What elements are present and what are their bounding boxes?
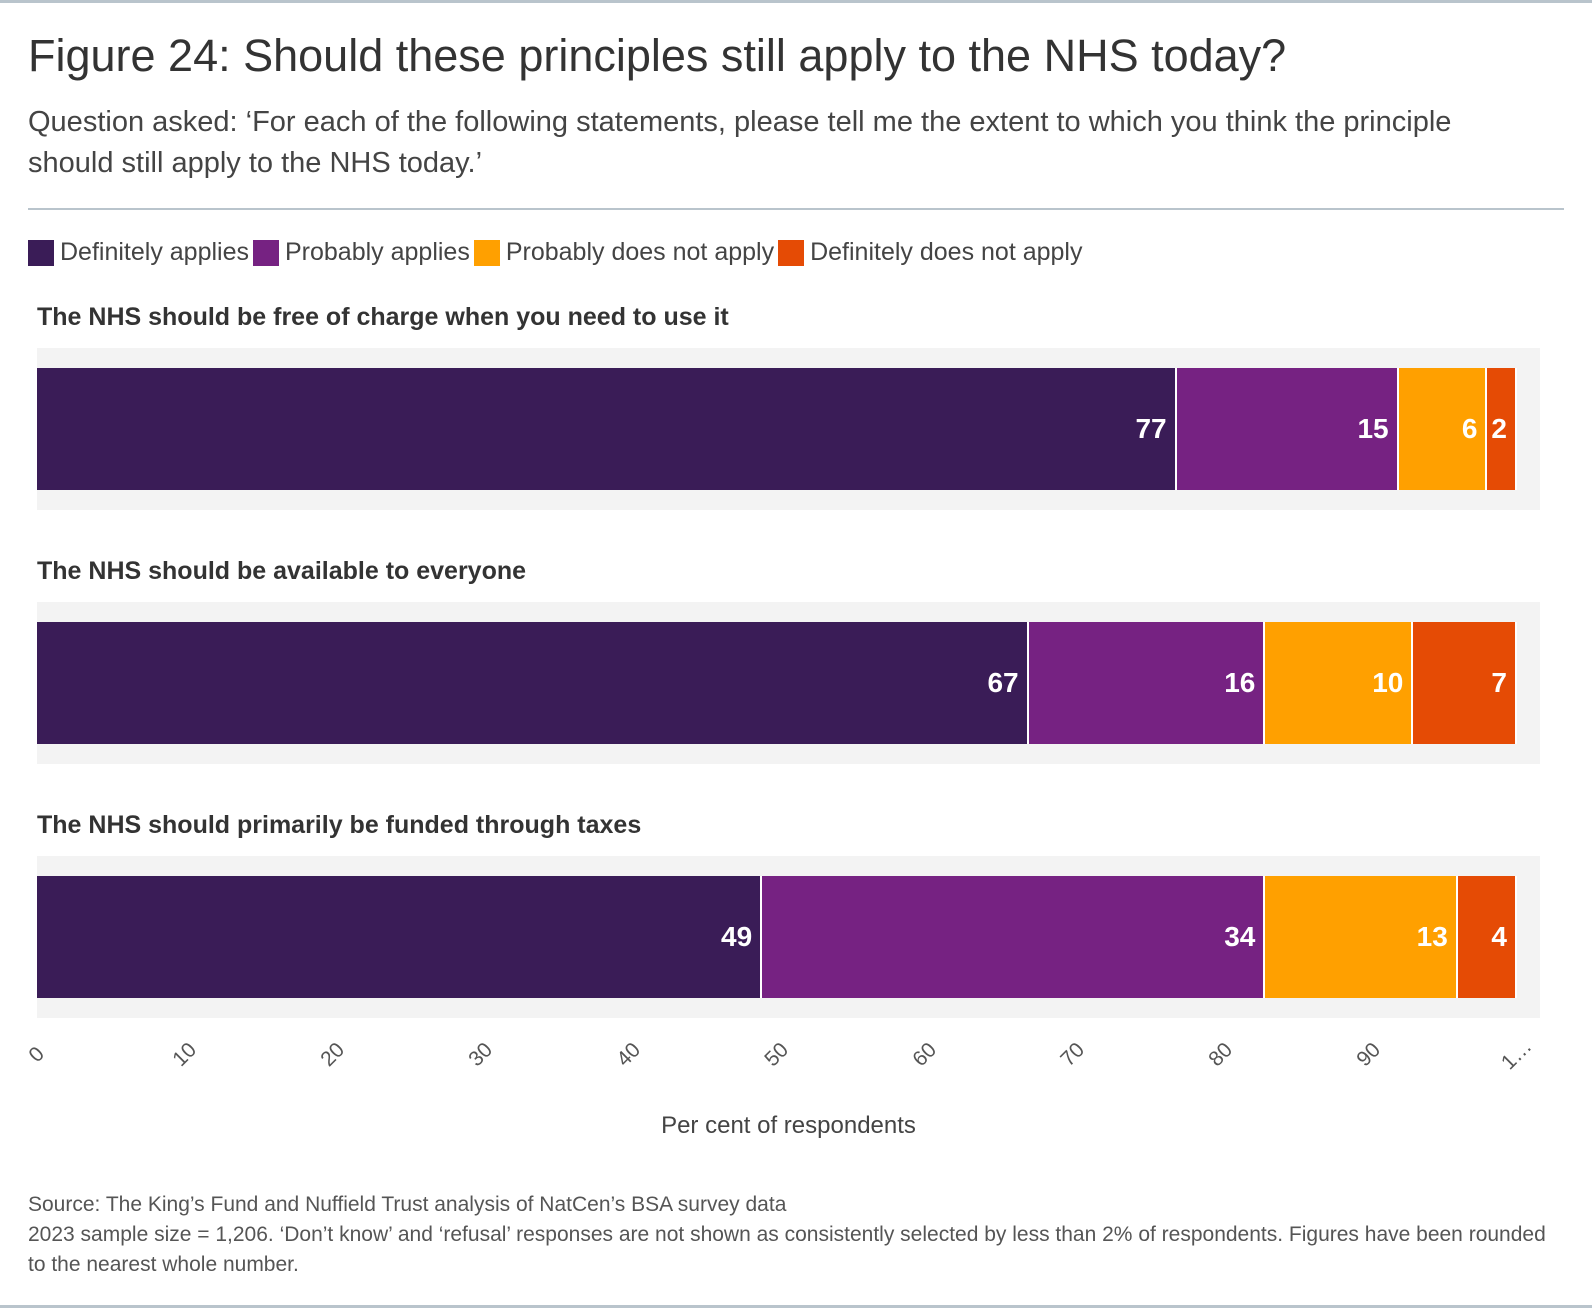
top-rule bbox=[0, 0, 1592, 3]
x-tick-label: 90 bbox=[1352, 1038, 1386, 1072]
header-divider bbox=[28, 208, 1564, 210]
x-tick-label: 10 bbox=[168, 1038, 202, 1072]
chart-title: Figure 24: Should these principles still… bbox=[28, 30, 1287, 81]
category-label-free-of-charge: The NHS should be free of charge when yo… bbox=[37, 303, 729, 331]
source-line: Source: The King’s Fund and Nuffield Tru… bbox=[28, 1193, 787, 1216]
bar-value-label: 16 bbox=[1224, 667, 1256, 698]
x-tick-label: 30 bbox=[464, 1038, 498, 1072]
bar-segment-probably-does-not-apply[interactable]: 13 bbox=[1265, 876, 1458, 998]
legend: Definitely applies Probably applies Prob… bbox=[28, 238, 1086, 267]
x-tick-label: 40 bbox=[612, 1038, 646, 1072]
x-tick-label: 50 bbox=[760, 1038, 794, 1072]
bar-value-label: 49 bbox=[721, 921, 753, 952]
x-axis-title: Per cent of respondents bbox=[661, 1112, 916, 1139]
bar-segment-definitely-applies[interactable]: 67 bbox=[37, 622, 1029, 744]
bar-segment-definitely-does-not-apply[interactable]: 2 bbox=[1487, 368, 1517, 490]
legend-label: Probably does not apply bbox=[505, 238, 775, 266]
bar-value-label: 13 bbox=[1416, 921, 1448, 952]
x-tick-label: 0 bbox=[24, 1042, 49, 1067]
bar-segment-probably-applies[interactable]: 34 bbox=[762, 876, 1266, 998]
bar-value-label: 6 bbox=[1461, 413, 1478, 444]
bar-value-label: 34 bbox=[1224, 921, 1256, 952]
chart-subtitle: Question asked: ‘For each of the followi… bbox=[28, 106, 1452, 179]
bar-value-label: 77 bbox=[1135, 413, 1167, 444]
bar-segment-definitely-applies[interactable]: 77 bbox=[37, 368, 1177, 490]
legend-item-probably-applies[interactable]: Probably applies bbox=[253, 238, 470, 267]
bar-value-label: 7 bbox=[1491, 667, 1507, 698]
legend-item-definitely-does-not-apply[interactable]: Definitely does not apply bbox=[778, 238, 1082, 267]
x-tick-label: 80 bbox=[1204, 1038, 1238, 1072]
x-tick-label: 70 bbox=[1056, 1038, 1090, 1072]
bar-row-free-of-charge: 77 15 6 2 bbox=[37, 348, 1540, 510]
legend-label: Definitely does not apply bbox=[810, 238, 1083, 266]
legend-swatch-probably-does-not-apply bbox=[473, 239, 500, 266]
bar-segment-definitely-does-not-apply[interactable]: 4 bbox=[1457, 876, 1517, 998]
legend-swatch-probably-applies bbox=[253, 239, 279, 266]
x-tick-label: 20 bbox=[316, 1038, 350, 1072]
bar-value-label: 2 bbox=[1491, 413, 1507, 444]
x-tick-label: 1… bbox=[1496, 1034, 1537, 1075]
bottom-rule bbox=[0, 1305, 1592, 1308]
sample-note: 2023 sample size = 1,206. ‘Don’t know’ a… bbox=[28, 1223, 1546, 1276]
legend-label: Definitely applies bbox=[60, 238, 249, 266]
bar-value-label: 67 bbox=[987, 667, 1019, 698]
legend-swatch-definitely-does-not-apply bbox=[778, 239, 805, 266]
bar-segment-probably-applies[interactable]: 16 bbox=[1028, 622, 1266, 744]
source-note: Source: The King’s Fund and Nuffield Tru… bbox=[28, 1190, 1568, 1280]
bar-segment-definitely-does-not-apply[interactable]: 7 bbox=[1413, 622, 1517, 744]
legend-label: Probably applies bbox=[285, 238, 470, 266]
bar-segment-probably-does-not-apply[interactable]: 6 bbox=[1398, 368, 1488, 490]
category-label-funded-through-taxes: The NHS should primarily be funded throu… bbox=[37, 811, 642, 839]
legend-item-definitely-applies[interactable]: Definitely applies bbox=[28, 238, 249, 267]
bar-value-label: 10 bbox=[1372, 667, 1404, 698]
x-tick-label: 60 bbox=[908, 1038, 942, 1072]
bar-segment-definitely-applies[interactable]: 49 bbox=[37, 876, 763, 998]
bar-value-label: 4 bbox=[1491, 921, 1507, 952]
bar-segment-probably-does-not-apply[interactable]: 10 bbox=[1265, 622, 1414, 744]
category-label-available-to-everyone: The NHS should be available to everyone bbox=[37, 557, 527, 585]
bar-value-label: 15 bbox=[1357, 413, 1389, 444]
legend-item-probably-does-not-apply[interactable]: Probably does not apply bbox=[473, 238, 775, 267]
bar-row-available-to-everyone: 67 16 10 7 bbox=[37, 602, 1540, 764]
bar-row-funded-through-taxes: 49 34 13 4 bbox=[37, 856, 1540, 1018]
bar-segment-probably-applies[interactable]: 15 bbox=[1176, 368, 1399, 490]
legend-swatch-definitely-applies bbox=[28, 239, 54, 266]
